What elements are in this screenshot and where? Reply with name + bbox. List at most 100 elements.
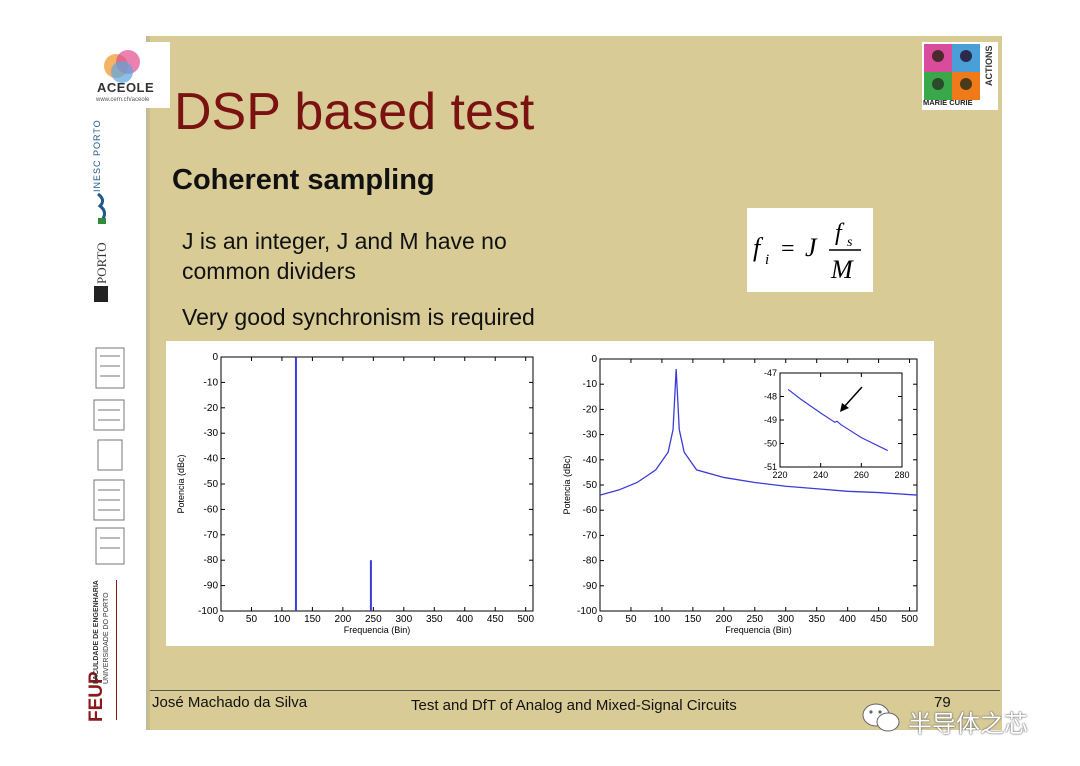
chart2-xtick-label: 50 xyxy=(625,614,637,625)
aceole-url: www.cern.ch/aceole xyxy=(96,97,150,103)
formula-box: f i = J f s M xyxy=(747,208,873,292)
actions-label: ACTIONS xyxy=(984,45,994,87)
chart1-ytick-label: -60 xyxy=(204,504,219,515)
chart1-xtick-label: 200 xyxy=(335,614,352,625)
chart2-ytick-label: -30 xyxy=(583,430,598,441)
sidebar xyxy=(78,36,147,730)
chart2-xtick-label: 200 xyxy=(715,614,732,625)
slide-title: DSP based test xyxy=(174,83,535,141)
uporto-label: PORTO xyxy=(94,242,109,284)
plots-panel: 0 50 100 150 200 250 300 350 400 450 500 0 -10 -20 -30… xyxy=(166,341,934,646)
marie-curie-logo: MARIE CURIE ACTIONS xyxy=(922,42,998,110)
inset-xtick-label: 280 xyxy=(894,470,909,480)
chart1-ylabel: Potencia (dBc) xyxy=(176,454,186,513)
chart2-series-line xyxy=(599,369,918,496)
chart2-ytick-label: -70 xyxy=(583,530,598,541)
chart2-xtick-label: 350 xyxy=(808,614,825,625)
inset-arrow-shaft xyxy=(843,386,863,408)
watermark-text: 半导体之芯 xyxy=(908,710,1028,738)
chart2-xlabel: Frequencia (Bin) xyxy=(725,625,792,635)
wechat-icon xyxy=(862,703,900,732)
inset-ytick-label: -48 xyxy=(764,392,777,402)
formula-den: M xyxy=(830,255,854,284)
chart1-xlabel: Frequencia (Bin) xyxy=(344,625,411,635)
aceole-label: ACEOLE xyxy=(97,80,155,95)
chart2-ylabel: Potencia (dBc) xyxy=(562,455,572,514)
chart1-xtick-label: 300 xyxy=(395,614,412,625)
inset-ytick-label: -50 xyxy=(764,439,777,449)
bullet-line-2: common dividers xyxy=(182,258,356,284)
inset-arrow-head xyxy=(840,403,849,412)
chart1-ytick-label: -90 xyxy=(204,581,219,592)
chart2-xtick-label: 100 xyxy=(654,614,671,625)
chart2-xtick-label: 300 xyxy=(777,614,794,625)
bullet-line-1: J is an integer, J and M have no xyxy=(182,228,507,254)
inesc-logo-icon xyxy=(97,192,107,224)
chart1-ytick-label: -50 xyxy=(204,479,219,490)
chart2-ytick-label: -20 xyxy=(583,404,598,415)
footer-course: Test and DfT of Analog and Mixed-Signal … xyxy=(411,697,737,714)
aceole-logo xyxy=(82,42,170,108)
marie-curie-label: MARIE CURIE xyxy=(923,98,973,107)
building-sketch-icon xyxy=(93,347,125,565)
chart1-xtick-label: 0 xyxy=(218,614,224,625)
footer-divider xyxy=(150,690,1000,691)
inset-axes-frame xyxy=(779,372,903,468)
chart1-xtick-label: 350 xyxy=(426,614,443,625)
chart2-ytick-label: -60 xyxy=(583,505,598,516)
chart1-ytick-label: -70 xyxy=(204,530,219,541)
inset-series-line xyxy=(787,388,889,452)
inset-ytick-label: -49 xyxy=(764,415,777,425)
inesc-porto-label: INESC PORTO xyxy=(92,119,102,192)
chart1-xtick-label: 400 xyxy=(456,614,473,625)
chart1-xtick-label: 150 xyxy=(304,614,321,625)
aceole-circles-icon xyxy=(104,50,140,83)
chart2-ytick-label: -10 xyxy=(583,379,598,390)
chart2-xtick-label: 150 xyxy=(685,614,702,625)
footer-author: José Machado da Silva xyxy=(152,694,308,711)
inset-xtick-label: 260 xyxy=(854,470,869,480)
chart2-ytick-label: -40 xyxy=(583,455,598,466)
chart2-ytick-label: -90 xyxy=(583,581,598,592)
chart2-ytick-label: 0 xyxy=(591,354,597,365)
chart1-ytick-label: -10 xyxy=(204,377,219,388)
chart2-xtick-label: 250 xyxy=(746,614,763,625)
chart2-xtick-label: 400 xyxy=(839,614,856,625)
chart2-xtick-label: 500 xyxy=(901,614,918,625)
formula-eq: = xyxy=(781,236,795,262)
marie-curie-icon xyxy=(924,44,980,100)
chart1-xtick-label: 100 xyxy=(274,614,291,625)
chart2-ytick-label: -50 xyxy=(583,480,598,491)
spectrum-charts: 0 50 100 150 200 250 300 350 400 450 5000-10-20-30… xyxy=(176,352,918,635)
chart1-ytick-label: -40 xyxy=(204,454,219,465)
chart1-ytick-label: -100 xyxy=(198,606,218,617)
chart1-ytick-label: -20 xyxy=(204,403,219,414)
bullet-line-3: Very good synchronism is required xyxy=(182,304,535,330)
formula-factor: J xyxy=(805,233,818,262)
chart1-xtick-label: 500 xyxy=(517,614,534,625)
feup-line1: FACULDADE DE ENGENHARIA xyxy=(93,580,100,684)
chart2-ytick-label: -80 xyxy=(583,556,598,567)
chart1-xtick-label: 50 xyxy=(246,614,258,625)
inset-xtick-label: 240 xyxy=(813,470,828,480)
feup-line2: UNIVERSIDADE DO PORTO xyxy=(103,592,110,684)
inset-xtick-label: 220 xyxy=(772,470,787,480)
sidebar-shadow xyxy=(146,36,150,730)
chart1-xtick-label: 250 xyxy=(365,614,382,625)
chart1-ytick-label: 0 xyxy=(212,352,218,363)
slide-subtitle: Coherent sampling xyxy=(172,164,435,196)
chart1-xtick-label: 450 xyxy=(487,614,504,625)
formula-num: f xyxy=(835,220,845,246)
chart2-ytick-label: -100 xyxy=(577,606,597,617)
chart1-ytick-label: -30 xyxy=(204,428,219,439)
chart1-axes-frame xyxy=(220,356,534,612)
chart2-xtick-label: 0 xyxy=(597,614,603,625)
inset-ytick-label: -51 xyxy=(764,462,777,472)
inset-ytick-label: -47 xyxy=(764,368,777,378)
chart1-ytick-label: -80 xyxy=(204,555,219,566)
formula-num-sub: s xyxy=(847,235,853,250)
footer-page: 79 xyxy=(934,694,951,711)
chart2-xtick-label: 450 xyxy=(870,614,887,625)
formula-lhs: f xyxy=(753,233,764,262)
formula-lhs-sub: i xyxy=(765,252,769,268)
